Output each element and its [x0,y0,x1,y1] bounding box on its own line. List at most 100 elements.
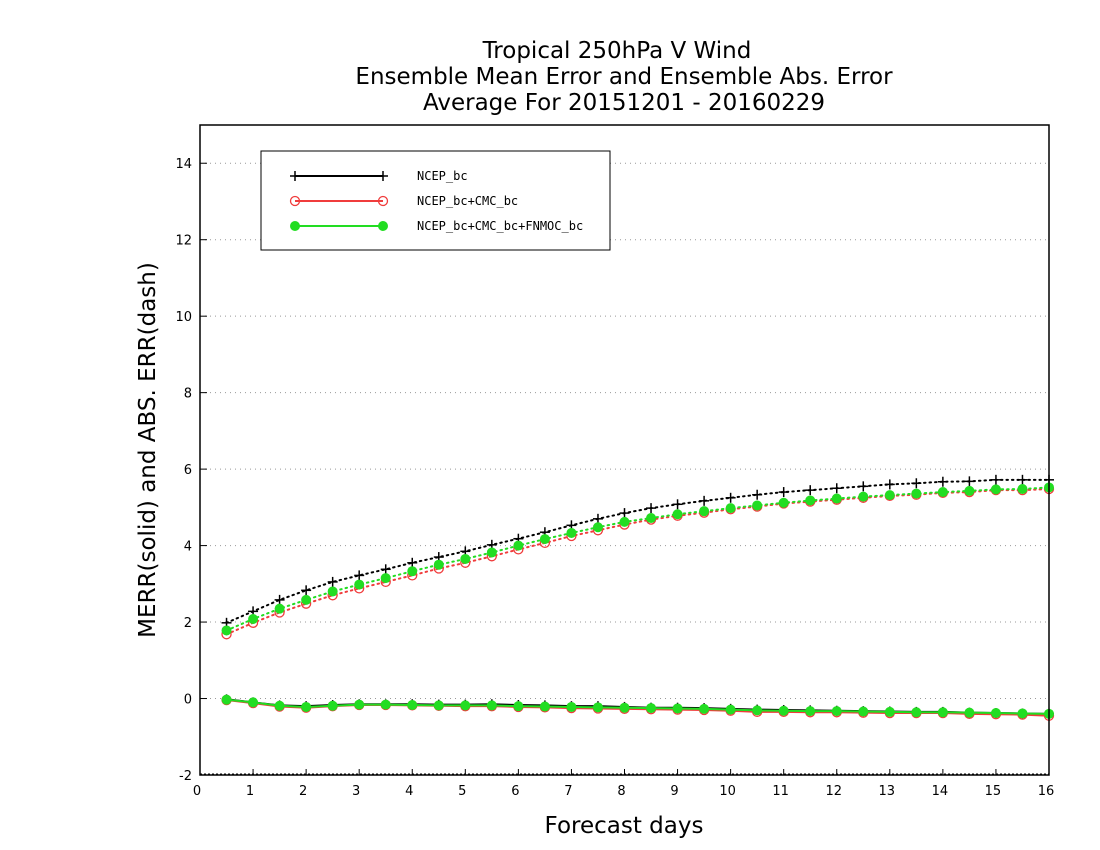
mean-err-point [646,703,657,714]
mean-err-point [221,694,232,705]
title-line-1: Tropical 250hPa V Wind [482,38,752,64]
abs-err-point [513,540,524,551]
grid-lines [200,162,1049,775]
legend-label: NCEP_bc [417,169,468,183]
x-tick-label: 7 [564,784,572,799]
x-tick-label: 6 [511,784,519,799]
abs-err-point [539,534,550,545]
abs-err-point [805,485,816,496]
y-tick-label: 0 [184,693,192,708]
abs-err-point [407,566,418,577]
mean-err-point [592,702,603,713]
x-tick-label: 5 [458,784,466,799]
legend-item: NCEP_bc [290,169,468,183]
abs-err-point [884,479,895,490]
abs-err-point [725,492,736,503]
abs-err-point [407,557,418,568]
x-tick-label: 4 [405,784,413,799]
mean-err-point [513,701,524,712]
mean-err-point [380,699,391,710]
abs-err-point [699,506,710,517]
mean-err-point [248,697,259,708]
series-3 [221,482,1054,719]
abs-err-point [592,513,603,524]
legend-label: NCEP_bc+CMC_bc [417,194,518,208]
x-tick-label: 3 [352,784,360,799]
abs-err-point [619,508,630,519]
series-2 [221,483,1055,721]
mean-err-point [460,700,471,711]
mean-err-point [937,707,948,718]
abs-err-point [327,586,338,597]
legend-marker [378,171,388,181]
title-line-2: Ensemble Mean Error and Ensemble Abs. Er… [355,64,893,90]
mean-err-point [725,704,736,715]
abs-err-line [225,486,1050,632]
abs-err-point [937,487,948,498]
y-tick-label: 12 [175,234,192,249]
y-axis-ticks: -2 0 2 4 6 8 10 12 14 [175,157,207,784]
x-tick-label: 8 [617,784,625,799]
abs-err-point [990,484,1001,495]
mean-err-point [778,705,789,716]
abs-err-point [274,603,285,614]
mean-err-point [539,701,550,712]
abs-err-point [725,503,736,514]
legend-marker [290,221,300,231]
legend-marker [378,221,388,231]
mean-err-point [805,706,816,717]
abs-err-point [964,476,975,487]
x-tick-label: 11 [772,784,789,799]
abs-err-point [884,490,895,501]
abs-err-point [805,495,816,506]
mean-err-point [672,703,683,714]
legend: NCEP_bc NCEP_bc+CMC_bc NCEP_bc+CMC_bc+FNMO… [260,150,611,251]
mean-err-point [858,706,869,717]
abs-err-point [646,503,657,514]
abs-err-point [221,625,232,636]
abs-err-point [1017,474,1028,485]
abs-err-point [327,576,338,587]
abs-err-point [858,491,869,502]
mean-err-point [990,708,1001,719]
abs-err-point [380,573,391,584]
mean-err-point [1017,708,1028,719]
abs-err-point [460,553,471,564]
legend-items: NCEP_bc NCEP_bc+CMC_bc NCEP_bc+CMC_bc+FNMO… [289,169,583,233]
mean-err-point [407,700,418,711]
y-tick-label: 10 [175,310,192,325]
mean-err-point [752,705,763,716]
title-line-3: Average For 20151201 - 20160229 [423,90,825,116]
y-tick-label: 8 [184,387,192,402]
abs-err-point [858,481,869,492]
mean-err-point [274,700,285,711]
abs-err-point [619,516,630,527]
abs-err-point [831,483,842,494]
mean-err-point [566,701,577,712]
abs-err-point [274,594,285,605]
abs-err-point [672,509,683,520]
y-tick-label: 4 [184,540,192,555]
y-axis-label: MERR(solid) and ABS. ERR(dash) [135,262,161,638]
abs-err-point [778,487,789,498]
abs-err-point [354,570,365,581]
abs-err-point [911,478,922,489]
x-tick-label: 1 [246,784,254,799]
x-tick-label: 10 [719,784,736,799]
y-tick-label: 14 [175,157,192,172]
abs-err-point [301,594,312,605]
abs-err-point [831,493,842,504]
abs-err-line [225,488,1050,636]
mean-err-point [327,700,338,711]
x-tick-label: 2 [299,784,307,799]
x-tick-label: 0 [193,784,201,799]
x-axis-label: Forecast days [545,813,704,839]
legend-item: NCEP_bc+CMC_bc [289,194,518,208]
mean-err-point [619,702,630,713]
mean-err-point [911,707,922,718]
mean-err-point [354,699,365,710]
abs-err-point [566,527,577,538]
legend-marker [290,171,300,181]
abs-err-point [1017,484,1028,494]
abs-err-point [752,500,763,511]
